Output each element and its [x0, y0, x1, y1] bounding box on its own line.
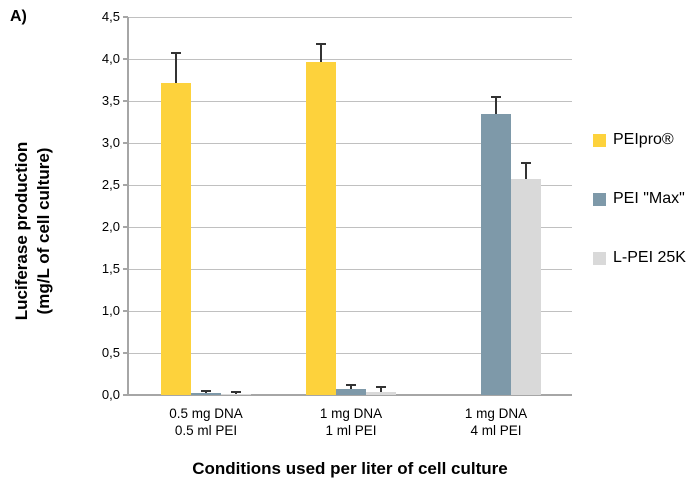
error-bar-cap: [376, 385, 386, 388]
error-bar-cap: [171, 52, 181, 55]
gridline: [128, 142, 572, 144]
gridline: [128, 100, 572, 102]
x-axis-title: Conditions used per liter of cell cultur…: [192, 459, 508, 478]
y-axis-tick: [123, 58, 128, 60]
y-axis-title-line2: (mg/L of cell culture): [34, 147, 54, 315]
y-axis-tick: [123, 16, 128, 18]
legend-swatch-icon: [593, 133, 606, 147]
y-tick-label: 3,5: [101, 93, 120, 108]
y-axis-title-line1: Luciferase production: [12, 141, 31, 321]
error-bar-line: [350, 384, 352, 389]
legend-entry-3: L-PEI 25K: [593, 249, 686, 267]
error-bar-line: [525, 163, 527, 179]
x-axis-line: [128, 394, 572, 396]
gridline: [128, 58, 572, 60]
gridline: [128, 268, 572, 270]
error-bar-line: [380, 386, 382, 392]
y-tick-label: 4,0: [101, 51, 120, 66]
bar-1-group-1: [161, 83, 191, 395]
y-axis-tick: [123, 394, 128, 396]
legend-entry-1: PEIpro®: [593, 131, 674, 149]
y-tick-label: 0,0: [101, 387, 120, 402]
y-axis-tick: [123, 100, 128, 102]
bar-1-group-2: [306, 62, 336, 395]
error-bar-cap: [316, 42, 326, 45]
gridline: [128, 352, 572, 354]
y-tick-label: 2,0: [101, 219, 120, 234]
bar-2-group-2: [336, 389, 366, 395]
x-category-label-line: 0.5 mg DNA: [169, 406, 243, 421]
legend-label: L-PEI 25K: [613, 249, 686, 266]
x-category-label-line: 1 ml PEI: [325, 423, 377, 438]
error-bar-cap: [521, 162, 531, 165]
error-bar-line: [495, 96, 497, 114]
gridline: [128, 184, 572, 186]
bar-2-group-3: [481, 114, 511, 395]
gridline: [128, 226, 572, 228]
y-axis-tick: [123, 268, 128, 270]
y-axis-tick: [123, 310, 128, 312]
error-bar-cap: [491, 95, 501, 98]
y-tick-label: 1,5: [101, 261, 120, 276]
x-category-label-line: 1 mg DNA: [319, 406, 383, 421]
x-category-label-line: 4 ml PEI: [470, 423, 522, 438]
gridline: [128, 16, 572, 18]
y-axis-tick: [123, 184, 128, 186]
error-bar-line: [205, 390, 207, 393]
bar-3-group-1: [221, 394, 251, 395]
y-axis-tick: [123, 226, 128, 228]
bar-3-group-3: [511, 179, 541, 395]
bar-2-group-1: [191, 393, 221, 395]
error-bar-cap: [346, 383, 356, 386]
error-bar-line: [320, 43, 322, 62]
error-bar-cap: [201, 389, 211, 392]
y-tick-label: 0,5: [101, 345, 120, 360]
x-category-label-1: 0.5 mg DNA 0.5 ml PEI: [141, 405, 271, 439]
x-category-label-line: 1 mg DNA: [464, 406, 528, 421]
y-axis-tick: [123, 352, 128, 354]
y-tick-label: 3,0: [101, 135, 120, 150]
y-axis-title: Luciferase production (mg/L of cell cult…: [11, 41, 59, 421]
y-tick-label: 2,5: [101, 177, 120, 192]
y-tick-label: 4,5: [101, 9, 120, 24]
error-bar-line: [175, 53, 177, 83]
x-category-label-3: 1 mg DNA 4 ml PEI: [431, 405, 561, 439]
bar-3-group-2: [366, 392, 396, 395]
legend-entry-2: PEI "Max": [593, 190, 685, 208]
x-category-label-line: 0.5 ml PEI: [174, 423, 238, 438]
error-bar-cap: [231, 391, 241, 394]
y-tick-label: 1,0: [101, 303, 120, 318]
legend-swatch-icon: [593, 251, 606, 265]
y-axis-line: [127, 17, 129, 395]
legend-swatch-icon: [593, 192, 606, 206]
legend-label: PEI "Max": [613, 190, 685, 207]
gridline: [128, 310, 572, 312]
x-category-label-2: 1 mg DNA 1 ml PEI: [286, 405, 416, 439]
legend-label: PEIpro®: [613, 131, 674, 148]
figure-label: A): [10, 8, 27, 25]
y-axis-tick: [123, 142, 128, 144]
